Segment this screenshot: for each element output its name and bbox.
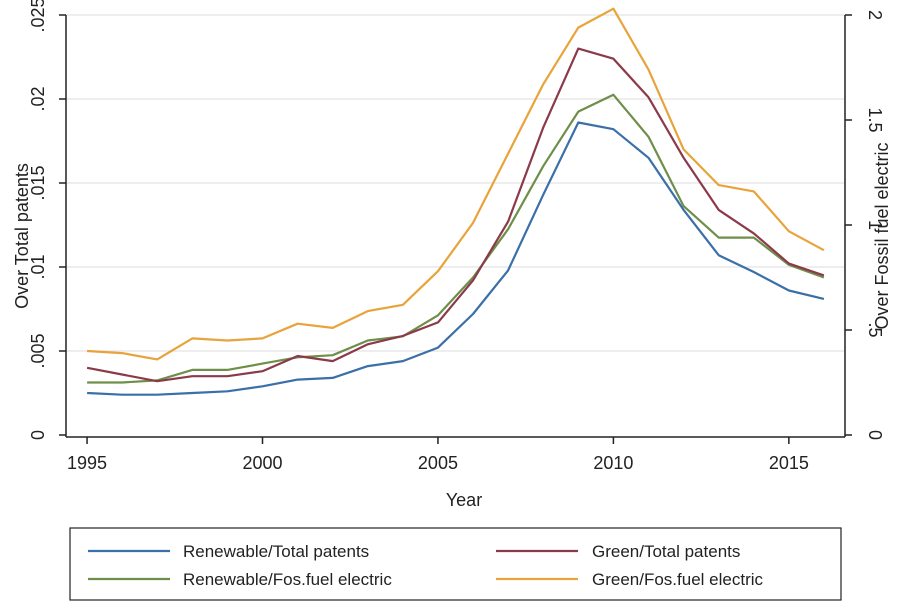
legend-label-green-fosfuel: Green/Fos.fuel electric (592, 570, 764, 589)
legend-box (69, 527, 842, 601)
x-tick-label-2010: 2010 (593, 453, 633, 473)
x-tick-label-2015: 2015 (769, 453, 809, 473)
right-y-axis-title: Over Fossil fuel electric (872, 142, 892, 329)
right-y-tick-label-0: 0 (865, 430, 885, 440)
x-tick-label-2000: 2000 (242, 453, 282, 473)
right-y-axis-ticks: 0 .5 1 1.5 2 (845, 10, 885, 440)
left-y-tick-label-4: .02 (28, 86, 48, 111)
left-y-axis-title: Over Total patents (12, 163, 32, 309)
left-y-tick-label-3: .015 (28, 165, 48, 200)
series-line-renewable-total-patents (87, 121, 825, 396)
series-line-renewable-fos-fuel-electric (87, 93, 825, 384)
series-line-green-fos-fuel-electric (87, 7, 825, 361)
left-y-tick-label-0: 0 (28, 430, 48, 440)
legend: Renewable/Total patents Green/Total pate… (69, 527, 842, 601)
legend-label-renewable-total: Renewable/Total patents (183, 542, 369, 561)
legend-label-renewable-fosfuel: Renewable/Fos.fuel electric (183, 570, 392, 589)
right-y-tick-label-1: .5 (865, 322, 885, 337)
left-y-tick-label-2: .01 (28, 254, 48, 279)
right-y-tick-label-4: 2 (865, 10, 885, 20)
x-axis-title: Year (446, 490, 482, 510)
x-axis-ticks: 1995 2000 2005 2010 2015 (67, 437, 809, 473)
series-lines (86, 7, 825, 396)
right-y-tick-label-3: 1.5 (865, 107, 885, 132)
right-y-tick-label-2: 1 (865, 220, 885, 230)
series-line-green-total-patents (86, 47, 825, 383)
x-tick-label-1995: 1995 (67, 453, 107, 473)
left-y-axis-ticks: 0 .005 .01 .015 .02 .025 (28, 0, 66, 440)
legend-label-green-total: Green/Total patents (592, 542, 740, 561)
left-y-tick-label-1: .005 (28, 333, 48, 368)
left-y-tick-label-5: .025 (28, 0, 48, 33)
x-tick-label-2005: 2005 (418, 453, 458, 473)
